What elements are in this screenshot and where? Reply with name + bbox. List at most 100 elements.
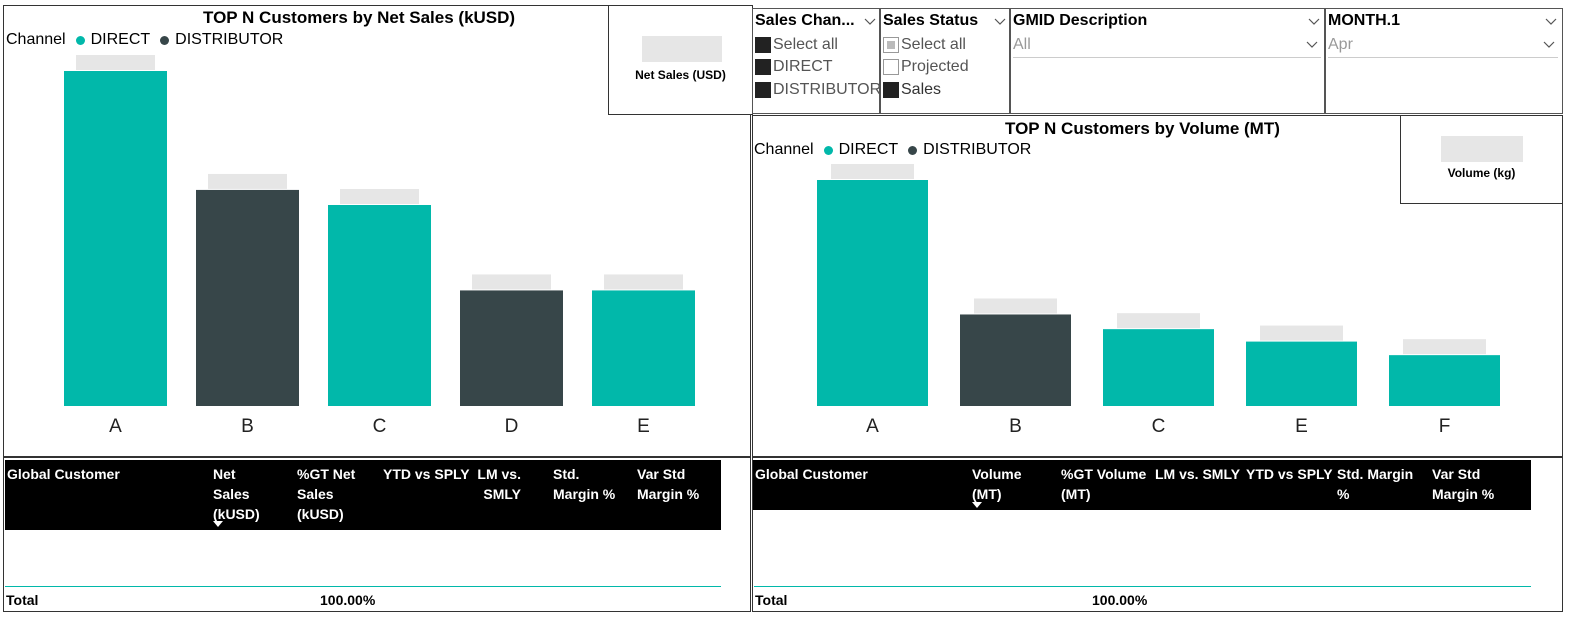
column-header-lm-vs-smly[interactable]: LM vs. SMLY [1155,466,1241,482]
sales-status-slicer: Sales Status Select all Projected Sales [880,8,1010,114]
legend-direct-label[interactable]: DIRECT [90,31,151,48]
right-total-label: Total [755,592,788,608]
column-header-global-customer[interactable]: Global Customer [7,466,120,482]
chevron-down-icon[interactable] [1544,15,1558,29]
column-header-gt-volume[interactable]: %GT Volume (MT) [1061,466,1147,502]
right-chart-panel [752,115,1563,457]
left-total-label: Total [6,592,39,608]
checkbox[interactable] [883,59,899,75]
gmid-slicer-title: GMID Description [1013,12,1148,29]
legend-direct-label[interactable]: DIRECT [838,141,899,158]
volume-card-label: Volume (kg) [1447,166,1516,180]
net-sales-bar-chart: A B C D E [64,55,695,437]
legend-direct-dot [75,35,85,45]
gmid-dropdown-value: All [1013,36,1031,53]
legend-distributor-dot [908,145,918,155]
bar-E[interactable] [592,290,695,406]
legend-direct-dot [823,145,833,155]
column-header-std-margin[interactable]: Std. Margin % [1337,466,1414,502]
column-header-var-std-margin[interactable]: Var Std Margin % [637,466,700,502]
slicer-option-select-all[interactable]: Select all [883,36,966,54]
checkbox[interactable] [755,59,771,75]
bar-E[interactable] [1246,341,1357,406]
right-table-panel [752,457,1563,612]
data-label-placeholder-D [472,274,551,290]
slicer-option-sales[interactable]: Sales [883,81,941,99]
right-chart-legend: Channel DIRECT DISTRIBUTOR [754,141,1031,159]
left-chart-title: TOP N Customers by Net Sales (kUSD) [203,8,516,27]
x-tick-label-C: C [373,416,387,437]
volume-value-placeholder [1441,136,1523,162]
checkbox[interactable] [755,82,771,98]
total-separator [5,586,721,587]
data-label-placeholder-B [974,298,1057,314]
sort-desc-icon[interactable] [213,521,223,527]
left-chart-panel [3,5,751,457]
left-table-header: Global Customer Net Sales (kUSD) %GT Net… [5,460,721,530]
data-label-placeholder-C [340,189,419,204]
left-chart-legend: Channel DIRECT DISTRIBUTOR [6,31,283,49]
bar-A[interactable] [64,71,167,406]
x-tick-label-F: F [1439,416,1451,437]
bar-D[interactable] [460,290,563,406]
bar-F[interactable] [1389,355,1500,406]
slicer-option-select-all[interactable]: Select all [755,36,838,54]
bar-C[interactable] [328,205,431,406]
x-tick-label-E: E [1295,416,1308,437]
sales-status-slicer-title[interactable]: Sales Status [883,12,979,29]
bar-B[interactable] [960,314,1071,406]
month-dropdown-value: Apr [1328,36,1353,53]
volume-card: Volume (kg) [1400,115,1563,204]
column-header-lm-vs-smly[interactable]: LM vs. SMLY [477,466,521,502]
column-header-ytd-vs-sply[interactable]: YTD vs SPLY [383,466,470,482]
data-label-placeholder-E [604,274,683,290]
slicer-option-distributor[interactable]: DISTRIBUTOR [755,81,881,99]
column-header-net-sales[interactable]: Net Sales (kUSD) [213,466,260,522]
x-tick-label-B: B [1009,416,1022,437]
right-table-header: Global Customer Volume (MT) %GT Volume (… [753,460,1531,510]
gmid-dropdown[interactable]: All [1013,36,1321,58]
column-header-std-margin[interactable]: Std. Margin % [553,466,616,502]
gmid-description-slicer: GMID Description All [1010,8,1325,114]
slicer-option-direct[interactable]: DIRECT [755,58,833,76]
legend-distributor-dot [160,35,170,45]
chevron-down-icon[interactable] [1307,15,1321,29]
data-label-placeholder-F [1403,339,1486,355]
chevron-down-icon[interactable] [1542,38,1556,52]
legend-distributor-label[interactable]: DISTRIBUTOR [923,141,1032,158]
x-tick-label-D: D [505,416,519,437]
month-dropdown[interactable]: Apr [1328,36,1558,58]
legend-title: Channel [6,31,66,48]
right-total-pct: 100.00% [1092,592,1148,608]
x-tick-label-A: A [866,416,879,437]
column-header-volume[interactable]: Volume (MT) [972,466,1022,502]
data-label-placeholder-E [1260,325,1343,341]
total-separator [754,586,1531,587]
sort-desc-icon[interactable] [972,502,982,508]
net-sales-value-placeholder [642,36,722,62]
column-header-global-customer[interactable]: Global Customer [755,466,868,482]
checkbox[interactable] [883,82,899,98]
checkbox[interactable] [755,37,771,53]
right-chart-title: TOP N Customers by Volume (MT) [1005,119,1280,138]
checkbox[interactable] [883,37,899,53]
slicer-option-projected[interactable]: Projected [883,58,969,76]
net-sales-card: Net Sales (USD) [608,5,753,115]
chevron-down-icon[interactable] [863,15,877,29]
bar-A[interactable] [817,180,928,406]
column-header-ytd-vs-sply[interactable]: YTD vs SPLY [1246,466,1333,482]
left-table-panel [3,457,751,612]
data-label-placeholder-B [208,173,287,189]
bar-C[interactable] [1103,329,1214,406]
chevron-down-icon[interactable] [1305,38,1319,52]
legend-distributor-label[interactable]: DISTRIBUTOR [175,31,284,48]
sales-channel-slicer-title[interactable]: Sales Chan... [755,12,855,29]
column-header-gt-net-sales[interactable]: %GT Net Sales (kUSD) [297,466,356,522]
column-header-var-std-margin[interactable]: Var Std Margin % [1432,466,1495,502]
net-sales-card-label: Net Sales (USD) [635,68,726,82]
data-label-placeholder-A [76,55,155,70]
data-label-placeholder-A [831,164,914,179]
chevron-down-icon[interactable] [993,15,1007,29]
bar-B[interactable] [196,189,299,406]
